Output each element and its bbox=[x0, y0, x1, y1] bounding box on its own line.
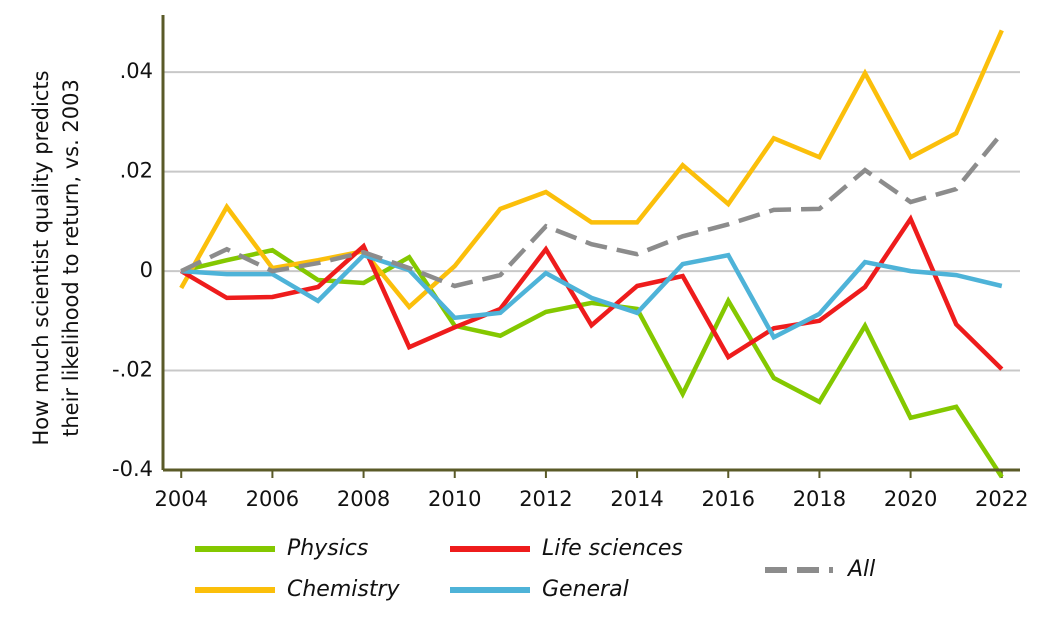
x-tick-label: 2014 bbox=[610, 487, 663, 511]
x-tick-label: 2004 bbox=[155, 487, 208, 511]
legend-label: General bbox=[542, 577, 629, 602]
x-tick-label: 2006 bbox=[246, 487, 299, 511]
series-line bbox=[180, 247, 1004, 479]
series-line bbox=[180, 214, 1004, 371]
y-axis-label: How much scientist quality predicts bbox=[29, 70, 53, 445]
series-line bbox=[181, 252, 1003, 341]
series-line bbox=[179, 29, 1004, 311]
x-tick-label: 2022 bbox=[975, 487, 1028, 511]
x-tick-label: 2008 bbox=[337, 487, 390, 511]
x-tick-label: 2018 bbox=[793, 487, 846, 511]
x-tick-label: 2016 bbox=[702, 487, 755, 511]
x-tick-label: 2012 bbox=[519, 487, 572, 511]
x-tick-label: 2020 bbox=[884, 487, 937, 511]
legend-label: Life sciences bbox=[542, 536, 683, 561]
y-tick-label: 0 bbox=[140, 258, 153, 282]
y-axis-label: their likelihood to return, vs. 2003 bbox=[59, 79, 83, 437]
y-tick-label: .02 bbox=[120, 159, 153, 183]
legend-label: All bbox=[846, 557, 875, 582]
series-line bbox=[180, 131, 1004, 289]
y-tick-label: .04 bbox=[120, 59, 153, 83]
legend-label: Physics bbox=[287, 536, 368, 561]
x-tick-label: 2010 bbox=[428, 487, 481, 511]
legend-label: Chemistry bbox=[287, 577, 401, 602]
y-tick-label: -0.4 bbox=[112, 457, 153, 481]
y-tick-label: -.02 bbox=[112, 358, 153, 382]
